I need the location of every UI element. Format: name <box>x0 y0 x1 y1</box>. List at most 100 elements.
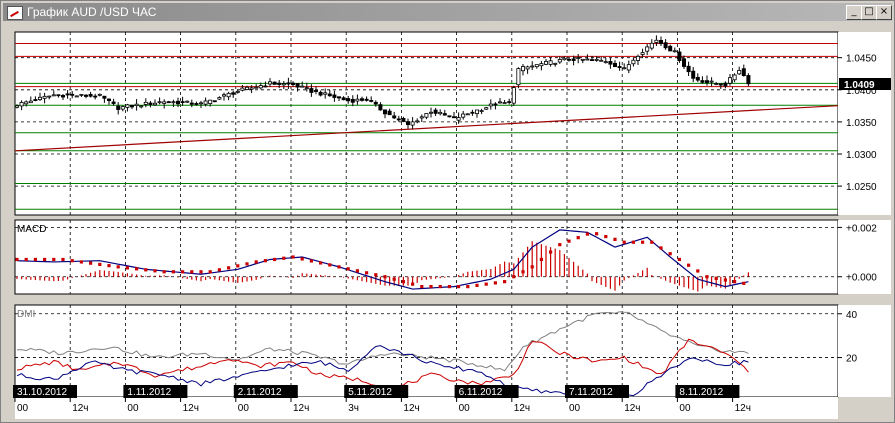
macd-signal-point <box>125 266 129 270</box>
candle-body <box>139 105 144 108</box>
candle-body <box>659 39 664 44</box>
candle-body <box>401 118 406 122</box>
candle-body <box>198 102 203 105</box>
candle-body <box>410 121 415 126</box>
hour-label: 00 <box>459 403 471 414</box>
macd-panel[interactable]: +0.002 +0.000 MACD <box>14 219 891 295</box>
candle-body <box>516 68 521 86</box>
candle-body <box>281 83 286 86</box>
hour-label: 00 <box>238 403 250 414</box>
candle-body <box>608 61 613 65</box>
macd-signal-point <box>291 255 295 259</box>
time-axis: 31.10.2012 1.11.2012 2.11.2012 5.11.2012 6.1… <box>13 385 838 419</box>
candle-body <box>14 105 19 108</box>
macd-signal-point <box>493 281 497 285</box>
macd-signal-point <box>420 285 424 289</box>
candle-body <box>102 95 107 99</box>
panel-frame <box>14 31 839 216</box>
candle-body <box>511 87 516 104</box>
close-button[interactable]: × <box>876 5 892 20</box>
candle-body <box>539 63 544 67</box>
macd-signal-point <box>677 257 681 262</box>
candle-body <box>318 91 323 96</box>
candle-body <box>323 92 328 95</box>
candle-body <box>705 80 710 83</box>
candle-body <box>396 118 401 121</box>
macd-signal-point <box>714 276 718 280</box>
candle-body <box>507 101 512 104</box>
macd-signal-point <box>622 240 626 244</box>
candle-body <box>424 113 429 118</box>
y-tick-label: 1.0450 <box>846 54 877 65</box>
candle-body <box>714 83 719 85</box>
axis-area <box>838 305 891 397</box>
macd-signal-point <box>558 243 562 247</box>
candle-body <box>580 58 585 61</box>
axis-area <box>838 32 891 215</box>
macd-signal-point <box>79 260 83 264</box>
candle-body <box>419 116 424 119</box>
hour-label: 12ч <box>183 403 199 414</box>
macd-signal-point <box>199 270 203 274</box>
candle-body <box>143 101 148 105</box>
candle-body <box>235 90 240 93</box>
date-label-box <box>123 385 188 398</box>
macd-signal-point <box>181 270 185 274</box>
date-label-box <box>454 385 519 398</box>
time-axis-area <box>15 397 838 419</box>
macd-signal-point <box>401 280 405 284</box>
macd-signal-point <box>171 270 175 274</box>
macd-signal-point <box>245 262 249 266</box>
candle-body <box>668 45 673 52</box>
date-label: 5.11.2012 <box>348 387 392 398</box>
candle-body <box>88 93 93 97</box>
macd-signal-point <box>208 270 212 274</box>
candle-body <box>74 95 79 98</box>
date-label: 7.11.2012 <box>569 387 613 398</box>
price-panel[interactable]: 1.0450 1.0400 1.0350 1.0300 1.0250 1.0409 <box>14 31 891 216</box>
macd-signal-point <box>447 285 451 289</box>
candle-body <box>194 103 199 105</box>
date-label-box <box>565 385 629 398</box>
macd-signal-point <box>668 252 672 256</box>
candle-body <box>125 104 130 108</box>
candle-body <box>28 100 33 104</box>
candle-body <box>405 121 410 126</box>
candle-body <box>134 103 139 107</box>
macd-signal-point <box>457 285 461 289</box>
candle-body <box>451 116 456 119</box>
candle-body <box>350 98 355 103</box>
macd-signal-point <box>309 259 313 263</box>
candle-body <box>415 120 420 123</box>
macd-signal-point <box>687 263 691 267</box>
macd-signal-point <box>383 275 387 279</box>
candle-body <box>231 92 236 95</box>
dmi-panel[interactable]: 40 20 DMI <box>14 304 891 398</box>
candle-body <box>24 101 29 105</box>
macd-signal-point <box>24 257 28 262</box>
macd-signal-point <box>567 239 571 243</box>
candle-body <box>557 59 562 63</box>
macd-signal-point <box>263 259 267 263</box>
current-price-label: 1.0409 <box>844 80 875 91</box>
date-label: 2.11.2012 <box>238 387 282 398</box>
macd-signal-point <box>217 268 221 272</box>
macd-signal-point <box>33 257 37 262</box>
candle-body <box>327 93 332 97</box>
candle-body <box>562 57 567 61</box>
macd-signal-point <box>153 269 157 273</box>
candle-body <box>447 115 452 118</box>
candle-body <box>208 99 213 105</box>
hour-label: 12ч <box>735 403 751 414</box>
candle-body <box>61 95 66 98</box>
y-tick-label: 1.0300 <box>846 150 877 161</box>
panel-frame <box>14 219 839 295</box>
candle-body <box>56 94 61 97</box>
candle-body <box>359 98 364 101</box>
candle-body <box>79 93 84 96</box>
candle-body <box>626 64 631 71</box>
trend-line <box>14 105 839 152</box>
title-bar[interactable]: График AUD /USD ЧАС _ □ × <box>3 3 892 21</box>
macd-signal-point <box>411 282 415 286</box>
macd-signal-point <box>273 257 277 262</box>
